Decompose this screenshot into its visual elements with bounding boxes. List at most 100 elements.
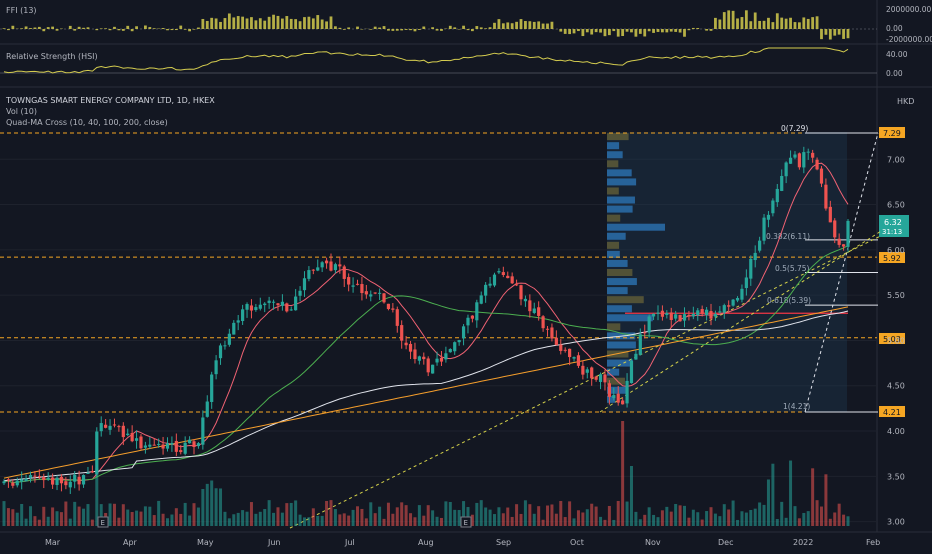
candle-body <box>581 366 584 375</box>
volume-bar <box>400 502 403 526</box>
candle-body <box>586 369 589 372</box>
volume-bar <box>131 512 134 526</box>
volume-bar <box>771 464 774 526</box>
volume-bar <box>524 500 527 526</box>
candle-body <box>440 358 443 362</box>
volume-bar <box>281 513 284 526</box>
candle-body <box>55 478 58 485</box>
candle-body <box>541 316 544 328</box>
volume-bar <box>683 506 686 526</box>
candle-body <box>113 424 116 425</box>
volume-bar <box>626 502 629 526</box>
candle-body <box>245 304 248 310</box>
fi-bar <box>56 29 59 31</box>
candle-body <box>595 377 598 380</box>
fi-bar <box>533 22 536 29</box>
y-tick-label: 7.00 <box>887 155 905 164</box>
fi-bar <box>436 29 439 31</box>
volume-profile-bar <box>607 341 636 348</box>
fi-bar <box>431 27 434 29</box>
volume-profile-bar <box>607 278 637 285</box>
volume-bar <box>718 516 721 526</box>
fi-bar <box>657 29 660 32</box>
volume-bar <box>679 505 682 526</box>
volume-bar <box>833 512 836 526</box>
volume-bar <box>568 501 571 526</box>
candle-body <box>117 426 120 427</box>
fi-bar <box>422 27 425 29</box>
volume-profile-bar <box>607 215 620 222</box>
fi-bar <box>798 22 801 29</box>
candle-body <box>767 215 770 220</box>
candle-body <box>100 423 103 431</box>
candle-body <box>144 446 147 448</box>
fi-bar <box>29 28 32 29</box>
x-tick-label: Mar <box>45 538 61 547</box>
candle-body <box>374 292 377 293</box>
candle-body <box>219 345 222 358</box>
volume-bar <box>148 507 151 526</box>
volume-bar <box>241 510 244 526</box>
fi-bar <box>356 27 359 29</box>
candle-body <box>64 481 67 485</box>
fi-bar <box>162 28 165 29</box>
fi-bar <box>254 20 257 29</box>
candle-body <box>338 264 341 266</box>
candle-body <box>108 426 111 430</box>
candle-body <box>599 374 602 382</box>
fi-bar <box>745 10 748 29</box>
candle-body <box>285 303 288 311</box>
candle-body <box>603 374 606 382</box>
candle-body <box>427 358 430 372</box>
volume-bar <box>440 518 443 526</box>
candle-body <box>745 277 748 288</box>
fi-bar <box>87 27 90 29</box>
volume-bar <box>126 510 129 526</box>
candle-body <box>360 284 363 293</box>
fi-bar <box>612 29 615 31</box>
candle-body <box>201 417 204 444</box>
volume-bar <box>82 509 85 526</box>
fi-bar <box>25 26 28 29</box>
fi-bar <box>639 29 642 34</box>
volume-profile-bar <box>607 187 619 194</box>
level-tag-421-text: 4.21 <box>883 408 901 417</box>
volume-bar <box>661 510 664 526</box>
fi-bar <box>511 23 514 29</box>
volume-bar <box>577 510 580 526</box>
candle-body <box>444 353 447 359</box>
fi-bar <box>789 18 792 29</box>
fi-bar <box>303 17 306 29</box>
fi-bar <box>210 18 213 29</box>
candle-body <box>572 357 575 359</box>
fi-bar <box>573 29 576 33</box>
candle-body <box>630 361 633 383</box>
volume-bar <box>789 461 792 526</box>
candle-body <box>188 440 191 444</box>
fi-bar <box>480 27 483 29</box>
candle-body <box>670 312 673 320</box>
candle-body <box>157 444 160 445</box>
candle-body <box>506 276 509 278</box>
volume-bar <box>179 514 182 526</box>
fi-bar <box>785 19 788 29</box>
candle-body <box>683 314 686 321</box>
fi-bar <box>586 29 589 32</box>
candle-body <box>829 207 832 222</box>
fi-bar <box>440 29 443 31</box>
volume-bar <box>816 500 819 526</box>
candle-body <box>754 253 757 260</box>
candle-body <box>842 244 845 246</box>
candle-body <box>807 152 810 153</box>
fi-bar <box>82 28 85 29</box>
fi-bar <box>285 16 288 29</box>
candle-body <box>497 271 500 272</box>
x-tick-label: 2022 <box>793 538 813 547</box>
volume-bar <box>444 501 447 526</box>
volume-bar <box>820 507 823 526</box>
fi-bar <box>692 28 695 29</box>
candle-body <box>785 162 788 176</box>
candle-body <box>824 185 827 209</box>
fi-bar <box>665 29 668 32</box>
fi-bar <box>166 29 169 30</box>
